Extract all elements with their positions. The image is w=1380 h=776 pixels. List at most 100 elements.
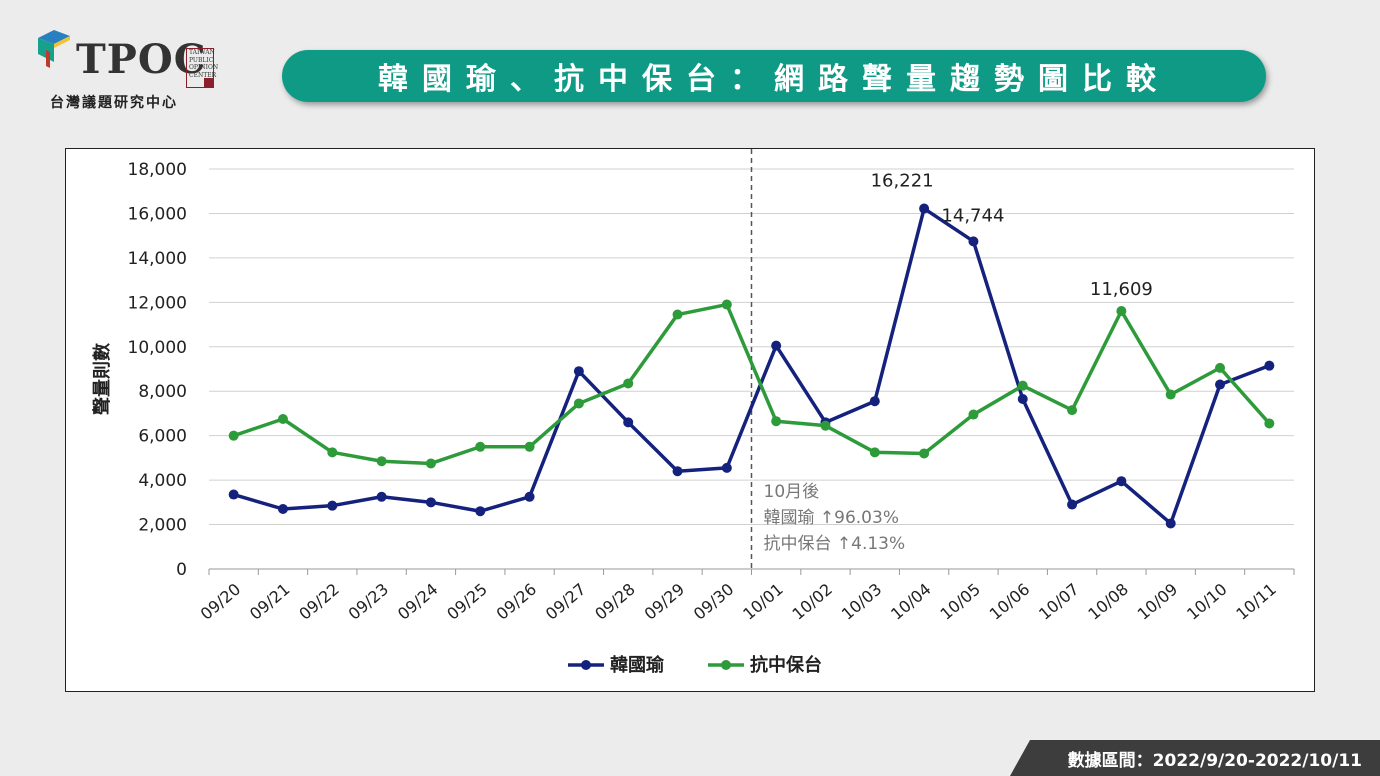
data-label: 11,609 [1090, 279, 1153, 300]
data-point-1 [1264, 360, 1275, 371]
y-axis-label: 聲量則數 [91, 343, 113, 415]
data-point-1 [475, 506, 486, 517]
data-range-label: 數據區間：2022/9/20-2022/10/11 [1067, 750, 1362, 771]
line-chart: 0 2,000 4,000 6,000 8,000 10,000 12,000 14,000 1… [91, 149, 1295, 676]
y-tick-label: 14,000 [128, 249, 187, 269]
data-point-2 [524, 441, 535, 452]
data-point-1 [425, 497, 436, 508]
x-tick-label: 10/10 [1183, 580, 1231, 624]
y-tick-label: 10,000 [128, 338, 187, 358]
y-tick-label: 4,000 [138, 471, 187, 491]
data-point-1 [672, 466, 683, 477]
data-point-2 [1165, 389, 1176, 400]
legend-marker [581, 660, 591, 670]
x-tick-label: 09/30 [690, 580, 738, 624]
page-title: 韓國瑜、抗中保台：網路聲量趨勢圖比較 [378, 62, 1170, 97]
series-line-2 [233, 302, 1271, 466]
data-point-2 [327, 447, 338, 458]
logo-name: TPOC [76, 36, 207, 83]
logo-red-square [204, 78, 214, 88]
data-point-2 [475, 441, 486, 452]
y-tick-label: 12,000 [128, 293, 187, 313]
title-banner: 韓國瑜、抗中保台：網路聲量趨勢圖比較 [282, 50, 1266, 102]
x-tick-label: 09/24 [394, 580, 442, 624]
data-point-1 [327, 500, 338, 511]
x-tick-label: 09/27 [542, 580, 590, 624]
data-point-1 [277, 504, 288, 514]
data-point-2 [1017, 380, 1028, 391]
data-point-1 [1116, 476, 1127, 487]
data-point-2 [968, 409, 979, 420]
data-point-2 [1264, 418, 1275, 429]
x-tick-label: 09/23 [345, 580, 393, 624]
data-point-1 [1165, 518, 1176, 529]
data-point-1 [228, 489, 239, 500]
x-tick-label: 09/28 [591, 580, 639, 624]
logo-side-line: CENTER [189, 71, 217, 79]
logo-caption: 台灣議題研究中心 [50, 95, 178, 111]
data-point-2 [376, 456, 387, 467]
data-point-1 [573, 366, 584, 377]
tpoc-logo: TPOC TAIWAN PUBLIC OPINION CENTER 台灣議題研究… [36, 28, 226, 118]
data-point-2 [228, 430, 239, 441]
data-point-2 [672, 309, 683, 320]
data-point-2 [425, 458, 436, 469]
data-point-2 [919, 448, 930, 459]
x-tick-label: 10/02 [789, 580, 837, 624]
x-tick-label: 09/22 [295, 580, 343, 624]
data-point-2 [623, 378, 634, 389]
footer-band: 數據區間：2022/9/20-2022/10/11 [1010, 740, 1380, 776]
y-tick-label: 2,000 [138, 516, 187, 536]
data-point-1 [1017, 394, 1028, 404]
data-point-1 [623, 417, 634, 428]
data-point-2 [277, 414, 288, 424]
x-tick-label: 10/06 [986, 580, 1034, 624]
data-point-1 [869, 396, 880, 407]
x-tick-label: 10/08 [1084, 580, 1132, 624]
x-tick-label: 09/21 [246, 580, 294, 624]
chart-container: 0 2,000 4,000 6,000 8,000 10,000 12,000 14,000 1… [65, 148, 1315, 692]
legend-label: 抗中保台 [750, 654, 822, 676]
logo-side-box: TAIWAN PUBLIC OPINION CENTER [186, 48, 219, 88]
data-label: 16,221 [871, 171, 934, 192]
x-tick-label: 09/20 [197, 580, 245, 624]
x-tick-label: 10/05 [936, 580, 984, 624]
y-tick-label: 8,000 [138, 382, 187, 402]
y-tick-label: 16,000 [128, 204, 187, 224]
data-point-2 [869, 447, 880, 458]
x-tick-label: 09/29 [641, 580, 689, 624]
data-point-1 [721, 462, 732, 473]
annotation-text: 10月後 [764, 482, 820, 502]
y-tick-label: 18,000 [128, 160, 187, 180]
data-point-1 [771, 340, 782, 351]
x-tick-label: 10/11 [1232, 580, 1280, 624]
data-point-1 [1067, 499, 1078, 510]
x-tick-label: 10/03 [838, 580, 886, 624]
legend-marker [721, 660, 731, 670]
x-tick-label: 10/04 [887, 580, 935, 624]
legend-label: 韓國瑜 [610, 654, 665, 676]
data-point-2 [573, 398, 584, 409]
logo-side-line: PUBLIC [189, 56, 214, 64]
series-line-1 [233, 206, 1270, 526]
data-point-1 [1215, 379, 1226, 390]
x-tick-label: 09/26 [493, 580, 541, 624]
x-tick-label: 10/09 [1134, 580, 1182, 624]
annotation-text: 韓國瑜 ↑96.03% [764, 508, 899, 528]
logo-side-line: OPINION [189, 64, 219, 71]
data-point-1 [524, 491, 535, 502]
x-tick-label: 10/07 [1035, 580, 1083, 624]
logo-side-line: TAIWAN [189, 49, 215, 56]
data-point-2 [820, 420, 831, 431]
data-point-1 [919, 203, 930, 214]
data-point-2 [1067, 405, 1078, 416]
logo-mark-icon [38, 30, 70, 68]
data-point-2 [1116, 306, 1127, 317]
x-tick-label: 10/01 [739, 580, 787, 624]
y-tick-label: 0 [176, 560, 187, 580]
x-tick-label: 09/25 [443, 580, 491, 624]
y-tick-label: 6,000 [138, 427, 187, 447]
data-point-2 [721, 299, 732, 310]
data-label: 14,744 [941, 205, 1004, 226]
data-point-2 [771, 416, 782, 427]
